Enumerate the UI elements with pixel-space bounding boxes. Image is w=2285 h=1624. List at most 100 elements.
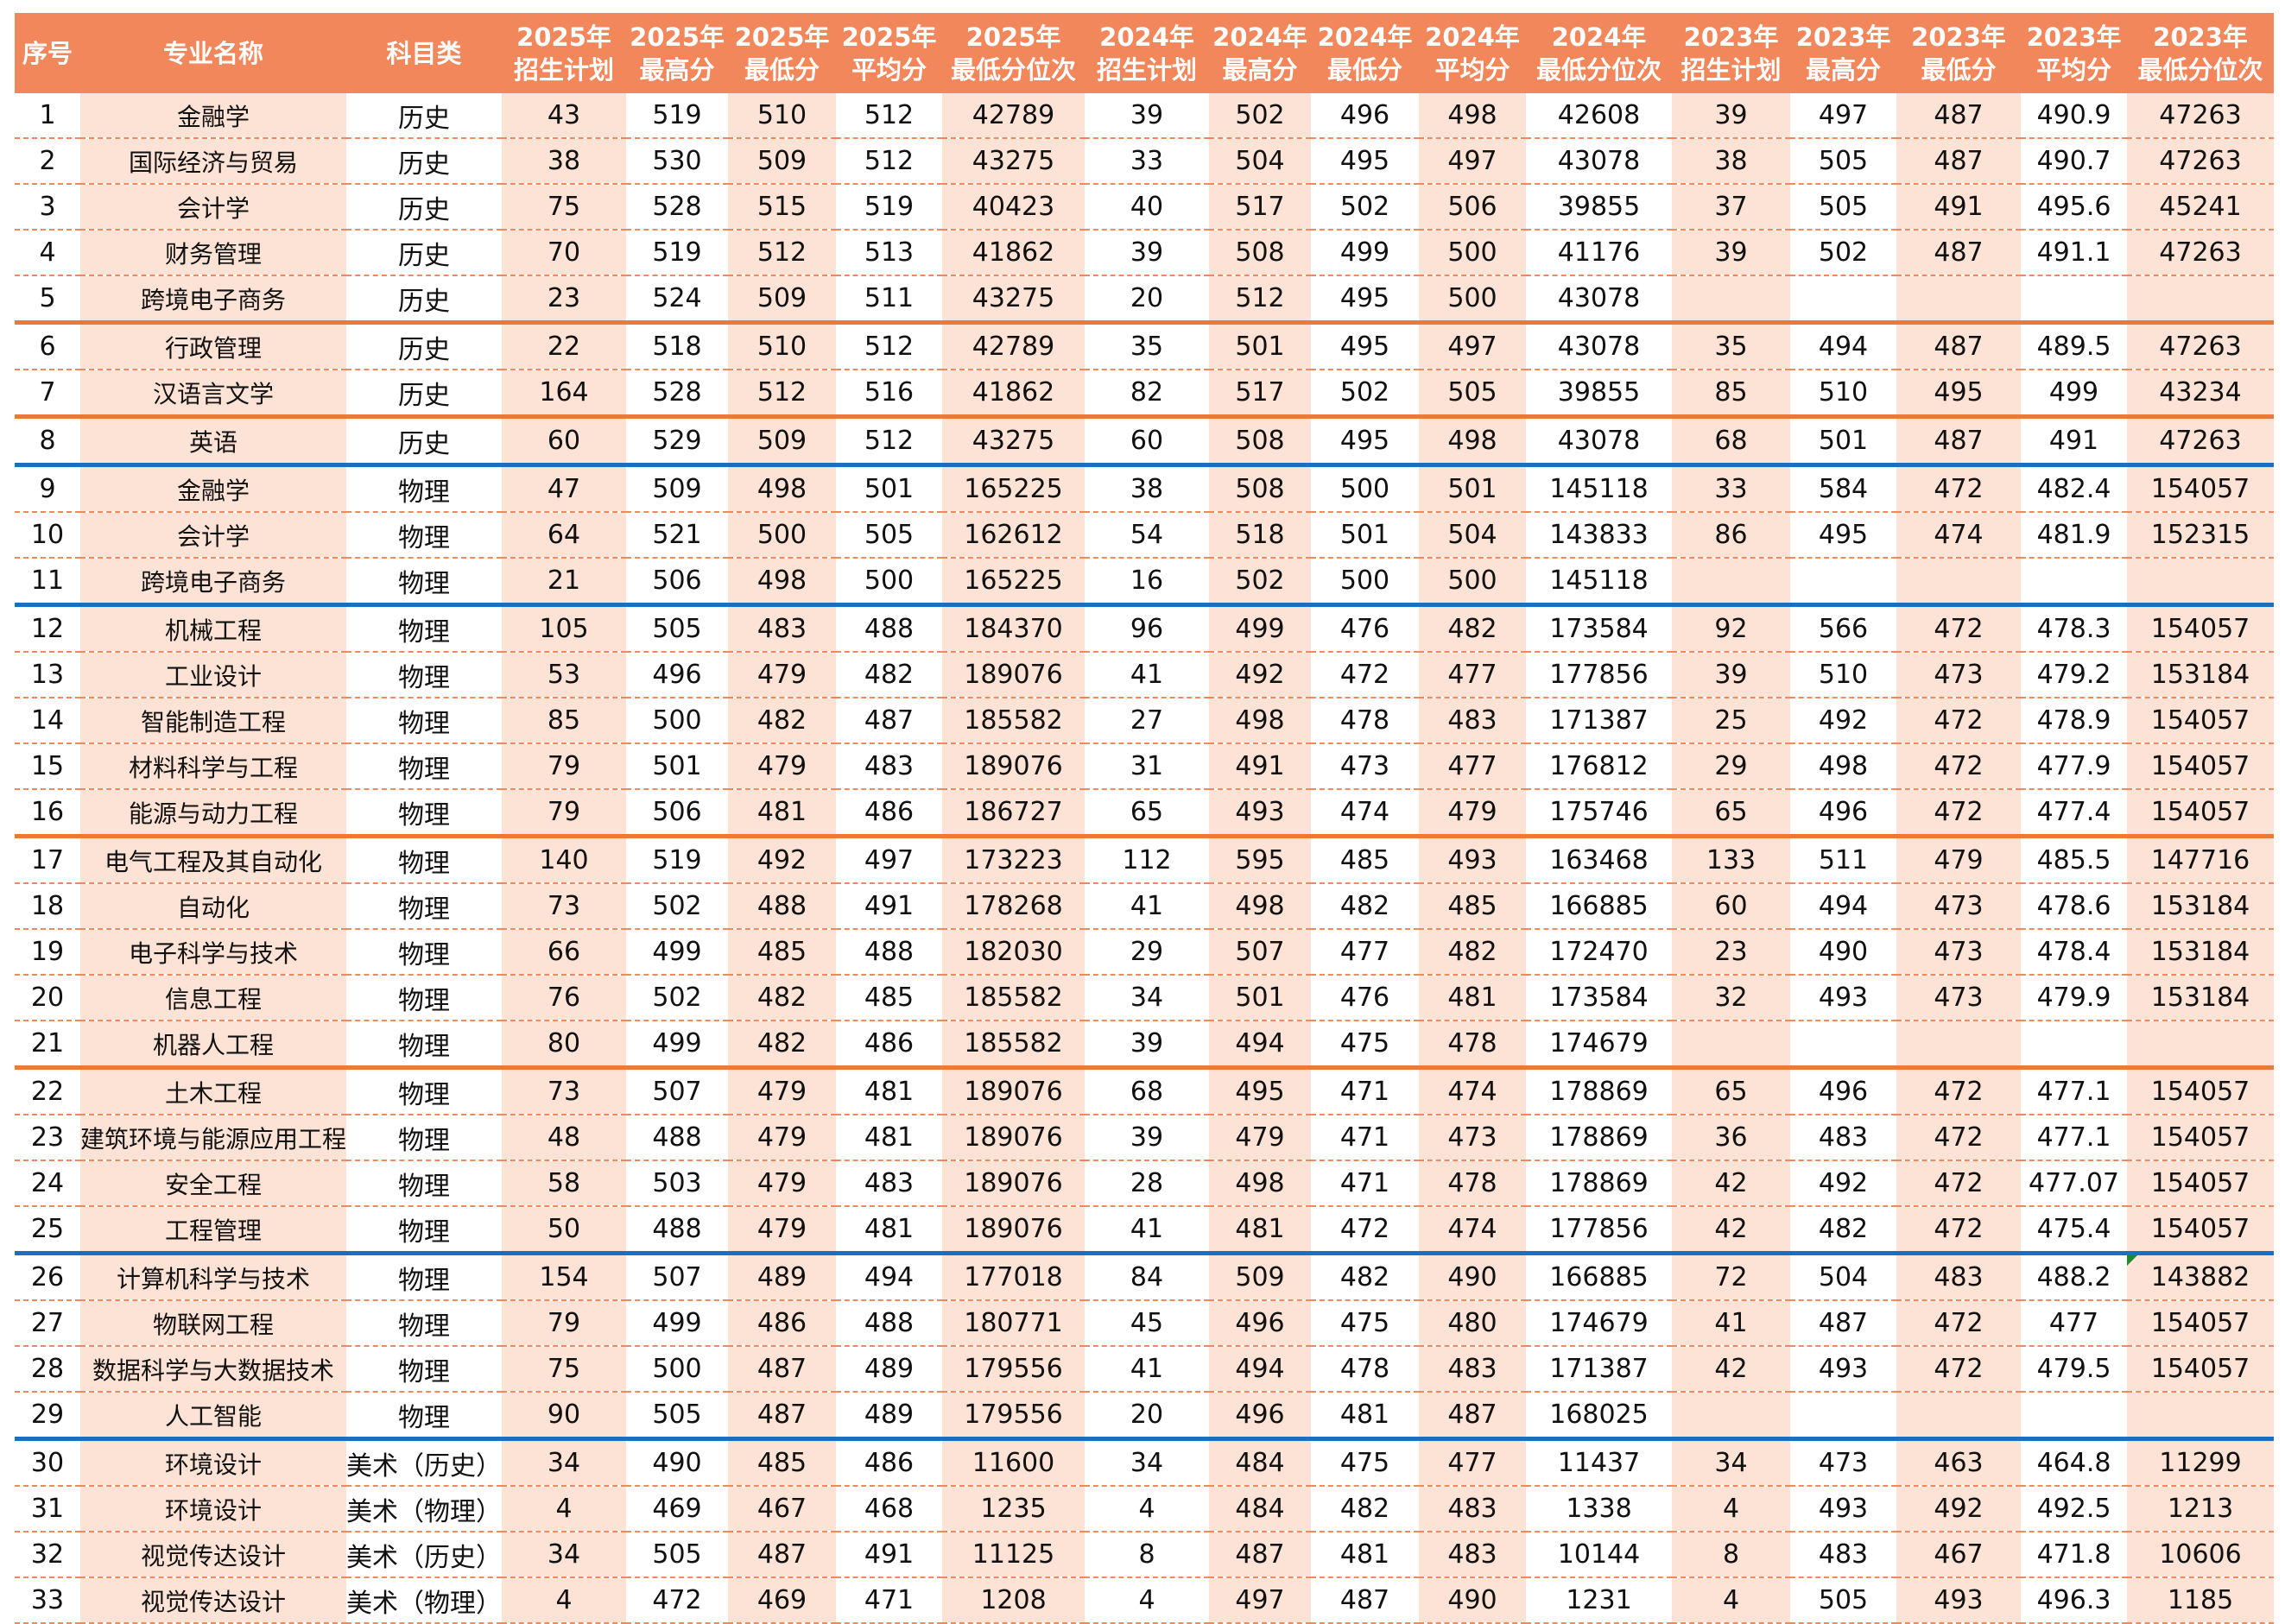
table-cell[interactable]: 487 — [1896, 230, 2022, 276]
table-cell[interactable] — [1896, 1021, 2022, 1070]
table-cell[interactable]: 506 — [626, 789, 729, 838]
column-header[interactable]: 2025年 招生计划 — [502, 13, 627, 93]
table-cell[interactable]: 1231 — [1526, 1577, 1673, 1624]
table-cell[interactable]: 182030 — [942, 929, 1086, 976]
table-cell[interactable]: 510 — [728, 322, 837, 370]
table-cell[interactable]: 43078 — [1526, 416, 1673, 467]
column-header[interactable]: 2025年 平均分 — [836, 13, 943, 93]
table-cell[interactable]: 34 — [502, 1438, 627, 1487]
table-cell[interactable]: 90 — [502, 1392, 627, 1441]
table-cell[interactable]: 视觉传达设计 — [80, 1532, 347, 1578]
table-cell[interactable]: 38 — [1085, 464, 1210, 513]
table-cell[interactable]: 41 — [1085, 883, 1210, 930]
table-cell[interactable]: 509 — [728, 416, 837, 467]
table-cell[interactable]: 37 — [1672, 184, 1791, 231]
table-cell[interactable] — [1672, 1392, 1791, 1441]
table-cell[interactable]: 43 — [502, 93, 627, 139]
table-cell[interactable]: 105 — [502, 604, 627, 653]
table-cell[interactable]: 516 — [836, 370, 943, 419]
table-cell[interactable]: 179556 — [942, 1392, 1086, 1441]
table-cell[interactable]: 11600 — [942, 1438, 1086, 1487]
table-cell[interactable]: 493 — [1790, 975, 1897, 1021]
table-cell[interactable]: 501 — [1209, 322, 1312, 370]
table-cell[interactable]: 64 — [502, 512, 627, 559]
table-cell[interactable]: 482.4 — [2021, 464, 2128, 513]
table-cell[interactable]: 172470 — [1526, 929, 1673, 976]
table-cell[interactable]: 154057 — [2127, 1067, 2275, 1115]
table-cell[interactable]: 471 — [1311, 1115, 1420, 1161]
table-cell[interactable]: 500 — [1419, 275, 1527, 325]
table-cell[interactable]: 471 — [1311, 1160, 1420, 1207]
table-cell[interactable]: 489 — [836, 1346, 943, 1393]
table-cell[interactable]: 153184 — [2127, 652, 2275, 698]
table-cell[interactable]: 26 — [15, 1253, 80, 1301]
table-cell[interactable]: 505 — [626, 1532, 729, 1578]
table-cell[interactable]: 500 — [1311, 464, 1420, 513]
table-cell[interactable] — [2127, 1021, 2275, 1070]
table-cell[interactable]: 510 — [1790, 652, 1897, 698]
table-cell[interactable]: 495 — [1790, 512, 1897, 559]
table-cell[interactable]: 463 — [1896, 1438, 2022, 1487]
table-cell[interactable]: 499 — [626, 1300, 729, 1347]
table-cell[interactable]: 185582 — [942, 1021, 1086, 1070]
table-cell[interactable]: 133 — [1672, 836, 1791, 884]
table-cell[interactable]: 488 — [626, 1115, 729, 1161]
table-cell[interactable]: 物理 — [346, 1206, 503, 1255]
table-cell[interactable]: 历史 — [346, 93, 503, 139]
table-cell[interactable]: 469 — [728, 1577, 837, 1624]
table-cell[interactable]: 32 — [1672, 975, 1791, 1021]
table-cell[interactable]: 513 — [836, 230, 943, 276]
table-cell[interactable]: 176812 — [1526, 743, 1673, 790]
table-cell[interactable]: 519 — [626, 93, 729, 139]
table-cell[interactable]: 物理 — [346, 464, 503, 513]
table-cell[interactable]: 41862 — [942, 230, 1086, 276]
table-cell[interactable]: 65 — [1672, 1067, 1791, 1115]
table-cell[interactable]: 493 — [1209, 789, 1312, 838]
table-cell[interactable]: 40 — [1085, 184, 1210, 231]
table-cell[interactable]: 22 — [502, 322, 627, 370]
table-cell[interactable]: 477.1 — [2021, 1115, 2128, 1161]
table-cell[interactable]: 154057 — [2127, 464, 2275, 513]
table-cell[interactable]: 23 — [1672, 929, 1791, 976]
table-cell[interactable]: 41 — [1085, 1206, 1210, 1255]
table-cell[interactable]: 39 — [1672, 93, 1791, 139]
table-cell[interactable]: 信息工程 — [80, 975, 347, 1021]
column-header[interactable]: 2024年 招生计划 — [1085, 13, 1210, 93]
table-cell[interactable]: 521 — [626, 512, 729, 559]
column-header[interactable]: 2025年 最低分 — [728, 13, 837, 93]
table-cell[interactable]: 479.9 — [2021, 975, 2128, 1021]
table-cell[interactable]: 503 — [626, 1160, 729, 1207]
table-cell[interactable]: 498 — [728, 558, 837, 607]
table-cell[interactable]: 4 — [502, 1486, 627, 1532]
table-cell[interactable]: 178268 — [942, 883, 1086, 930]
table-cell[interactable]: 47263 — [2127, 416, 2275, 467]
table-cell[interactable]: 38 — [1672, 138, 1791, 185]
table-cell[interactable]: 490 — [1790, 929, 1897, 976]
table-cell[interactable]: 502 — [1311, 370, 1420, 419]
table-cell[interactable]: 473 — [1419, 1115, 1527, 1161]
table-cell[interactable]: 48 — [502, 1115, 627, 1161]
table-cell[interactable]: 物理 — [346, 698, 503, 744]
table-cell[interactable]: 53 — [502, 652, 627, 698]
table-cell[interactable]: 跨境电子商务 — [80, 558, 347, 607]
table-cell[interactable]: 485 — [728, 929, 837, 976]
table-cell[interactable]: 70 — [502, 230, 627, 276]
table-cell[interactable]: 历史 — [346, 370, 503, 419]
table-cell[interactable]: 75 — [502, 1346, 627, 1393]
table-cell[interactable]: 2 — [15, 138, 80, 185]
table-cell[interactable]: 484 — [1209, 1486, 1312, 1532]
table-cell[interactable]: 13 — [15, 652, 80, 698]
table-cell[interactable]: 23 — [15, 1115, 80, 1161]
table-cell[interactable]: 物理 — [346, 512, 503, 559]
table-cell[interactable]: 29 — [1672, 743, 1791, 790]
table-cell[interactable]: 36 — [1672, 1115, 1791, 1161]
table-cell[interactable] — [1790, 558, 1897, 607]
table-cell[interactable]: 35 — [1085, 322, 1210, 370]
table-cell[interactable]: 475 — [1311, 1021, 1420, 1070]
table-cell[interactable]: 47 — [502, 464, 627, 513]
table-cell[interactable]: 473 — [1790, 1438, 1897, 1487]
column-header[interactable]: 科目类 — [346, 13, 503, 93]
table-cell[interactable]: 479 — [728, 1067, 837, 1115]
table-cell[interactable]: 480 — [1419, 1300, 1527, 1347]
table-cell[interactable]: 495 — [1209, 1067, 1312, 1115]
